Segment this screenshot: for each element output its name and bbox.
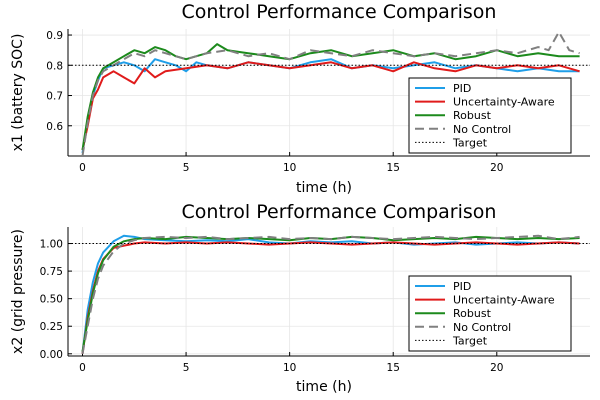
chart-panel-1: Control Performance Comparison 0 5 10 15 20 0.… [10,1,590,196]
y-axis-label: x2 (grid pressure) [10,229,26,354]
x-tick-label: 10 [283,362,296,374]
series-line-no-control [81,234,580,354]
legend-label: Target [452,334,488,347]
x-tick-label: 0 [79,362,86,374]
x-tick-label: 10 [283,162,296,174]
legend-label: PID [453,280,471,293]
legend-label: PID [453,82,471,95]
x-tick-label: 15 [387,362,400,374]
x-tick-label: 0 [79,162,86,174]
x-axis-label: time (h) [296,180,352,196]
y-tick-label: 0.50 [40,294,63,306]
legend-label: No Control [453,321,511,334]
series-line-pid [81,234,580,354]
legend-label: Uncertainty-Aware [453,294,555,307]
y-tick-label: 0.7 [46,91,63,103]
legend-label: No Control [453,123,511,136]
y-tick-label: 0.6 [46,121,63,133]
y-axis-label: x1 (battery SOC) [10,34,26,152]
x-tick-label: 20 [490,162,503,174]
y-tick-label: 1.00 [40,239,63,251]
y-tick-label: 0.8 [46,60,63,72]
x-tick-label: 5 [183,162,190,174]
chart-title: Control Performance Comparison [182,1,497,23]
x-tick-label: 15 [387,162,400,174]
legend-label: Robust [453,307,492,320]
x-tick-label: 5 [183,362,190,374]
x-axis-label: time (h) [296,379,352,395]
chart-panel-2: Control Performance Comparison 0 5 10 15 20 0.… [10,201,590,395]
series-line-robust [81,43,580,151]
series-line-no-control [81,31,580,156]
y-tick-label: 0.75 [40,266,63,278]
y-tick-label: 0.25 [40,321,63,333]
legend-label: Target [452,136,488,149]
x-tick-label: 20 [490,362,503,374]
y-tick-label: 0.9 [46,30,63,42]
y-tick-label: 0.00 [40,349,63,361]
legend-label: Robust [453,109,492,122]
chart-title: Control Performance Comparison [182,201,497,223]
series-line-robust [81,235,580,352]
legend-label: Uncertainty-Aware [453,96,555,109]
